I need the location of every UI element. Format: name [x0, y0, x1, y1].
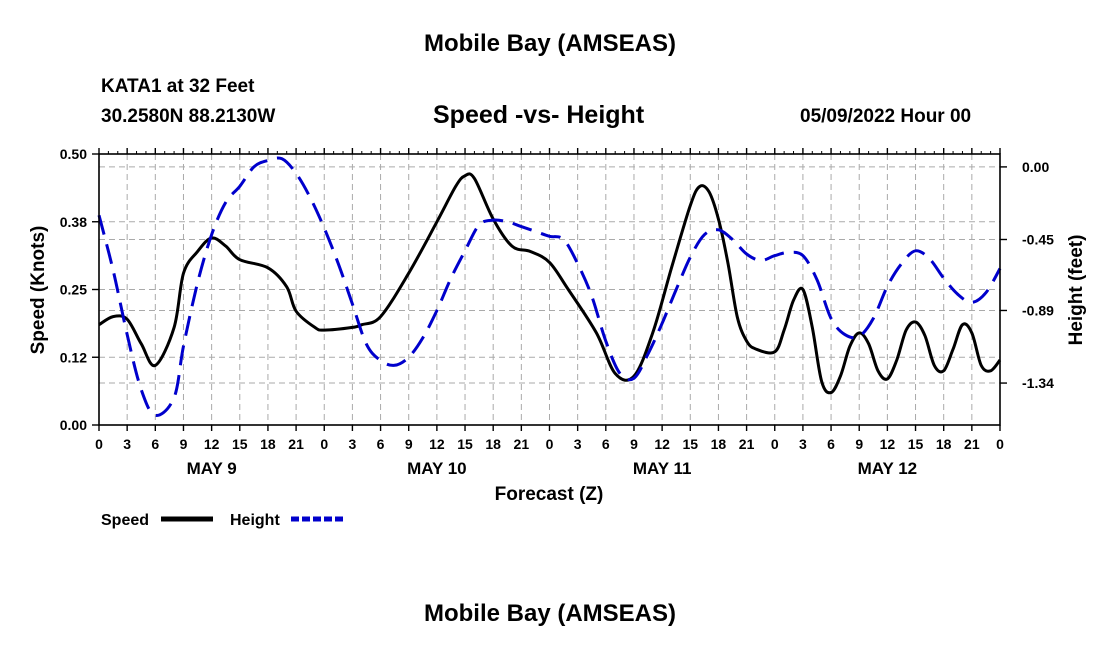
x-tick-label: 12: [654, 436, 670, 452]
chart-ticks: [92, 148, 1007, 431]
x-tick-label: 0: [95, 436, 103, 452]
chart-grid: [99, 154, 1000, 425]
x-tick-label: 18: [260, 436, 276, 452]
x-tick-label: 3: [799, 436, 807, 452]
x-tick-label: 18: [936, 436, 952, 452]
x-tick-label: 6: [827, 436, 835, 452]
x-tick-label: 12: [880, 436, 896, 452]
x-tick-label: 9: [180, 436, 188, 452]
y-left-tick-label: 0.50: [60, 146, 87, 162]
day-label: MAY 9: [187, 459, 237, 478]
y-left-tick-label: 0.12: [60, 349, 87, 365]
x-tick-label: 3: [349, 436, 357, 452]
x-tick-label: 9: [405, 436, 413, 452]
series-line-speed: [98, 172, 1002, 395]
x-tick-label: 21: [514, 436, 530, 452]
y-left-tick-label: 0.00: [60, 417, 87, 433]
x-tick-label: 12: [204, 436, 220, 452]
x-tick-label: 3: [574, 436, 582, 452]
footer-chart-title: Mobile Bay (AMSEAS): [423, 600, 677, 627]
x-tick-label: 9: [855, 436, 863, 452]
x-tick-label: 15: [682, 436, 698, 452]
x-tick-label: 6: [377, 436, 385, 452]
y-right-tick-label: 0.00: [1022, 159, 1049, 175]
y-right-tick-label: -1.34: [1022, 375, 1054, 391]
x-tick-label: 18: [711, 436, 727, 452]
y-right-tick-label: -0.89: [1022, 302, 1054, 318]
right-axis-title: Height (feet): [1066, 235, 1087, 346]
chart-series: [97, 156, 1002, 417]
forecast-datetime: 05/09/2022 Hour 00: [800, 106, 972, 127]
chart-main-title: Mobile Bay (AMSEAS): [423, 30, 677, 57]
chart-labels: Forecast (Z) Speed (Knots) Height (feet)…: [28, 146, 1087, 505]
chart-subtitle: Speed -vs- Height: [433, 101, 645, 129]
x-tick-label: 6: [151, 436, 159, 452]
day-label: MAY 10: [407, 459, 467, 478]
day-label: MAY 11: [633, 459, 692, 478]
x-tick-label: 18: [485, 436, 501, 452]
x-tick-label: 6: [602, 436, 610, 452]
x-tick-label: 21: [739, 436, 755, 452]
x-tick-label: 0: [771, 436, 779, 452]
x-tick-label: 15: [232, 436, 248, 452]
x-tick-label: 0: [996, 436, 1004, 452]
station-coordinates: 30.2580N 88.2130W: [101, 106, 276, 127]
x-tick-label: 3: [123, 436, 131, 452]
y-left-tick-label: 0.38: [60, 214, 87, 230]
station-name: KATA1 at 32 Feet: [101, 76, 255, 97]
series-line-height: [97, 156, 1002, 417]
left-axis-title: Speed (Knots): [28, 226, 49, 355]
x-axis-title: Forecast (Z): [495, 484, 604, 505]
x-tick-label: 0: [320, 436, 328, 452]
x-tick-label: 9: [630, 436, 638, 452]
legend-height-label: Height: [230, 512, 280, 529]
x-tick-label: 15: [457, 436, 473, 452]
x-tick-label: 12: [429, 436, 445, 452]
day-label: MAY 12: [858, 459, 918, 478]
x-tick-label: 15: [908, 436, 924, 452]
y-right-tick-label: -0.45: [1022, 231, 1054, 247]
x-tick-label: 21: [288, 436, 304, 452]
chart-legend: Speed Height: [101, 512, 343, 529]
x-tick-label: 0: [546, 436, 554, 452]
y-left-tick-label: 0.25: [60, 282, 87, 298]
legend-speed-label: Speed: [101, 512, 149, 529]
x-tick-label: 21: [964, 436, 980, 452]
